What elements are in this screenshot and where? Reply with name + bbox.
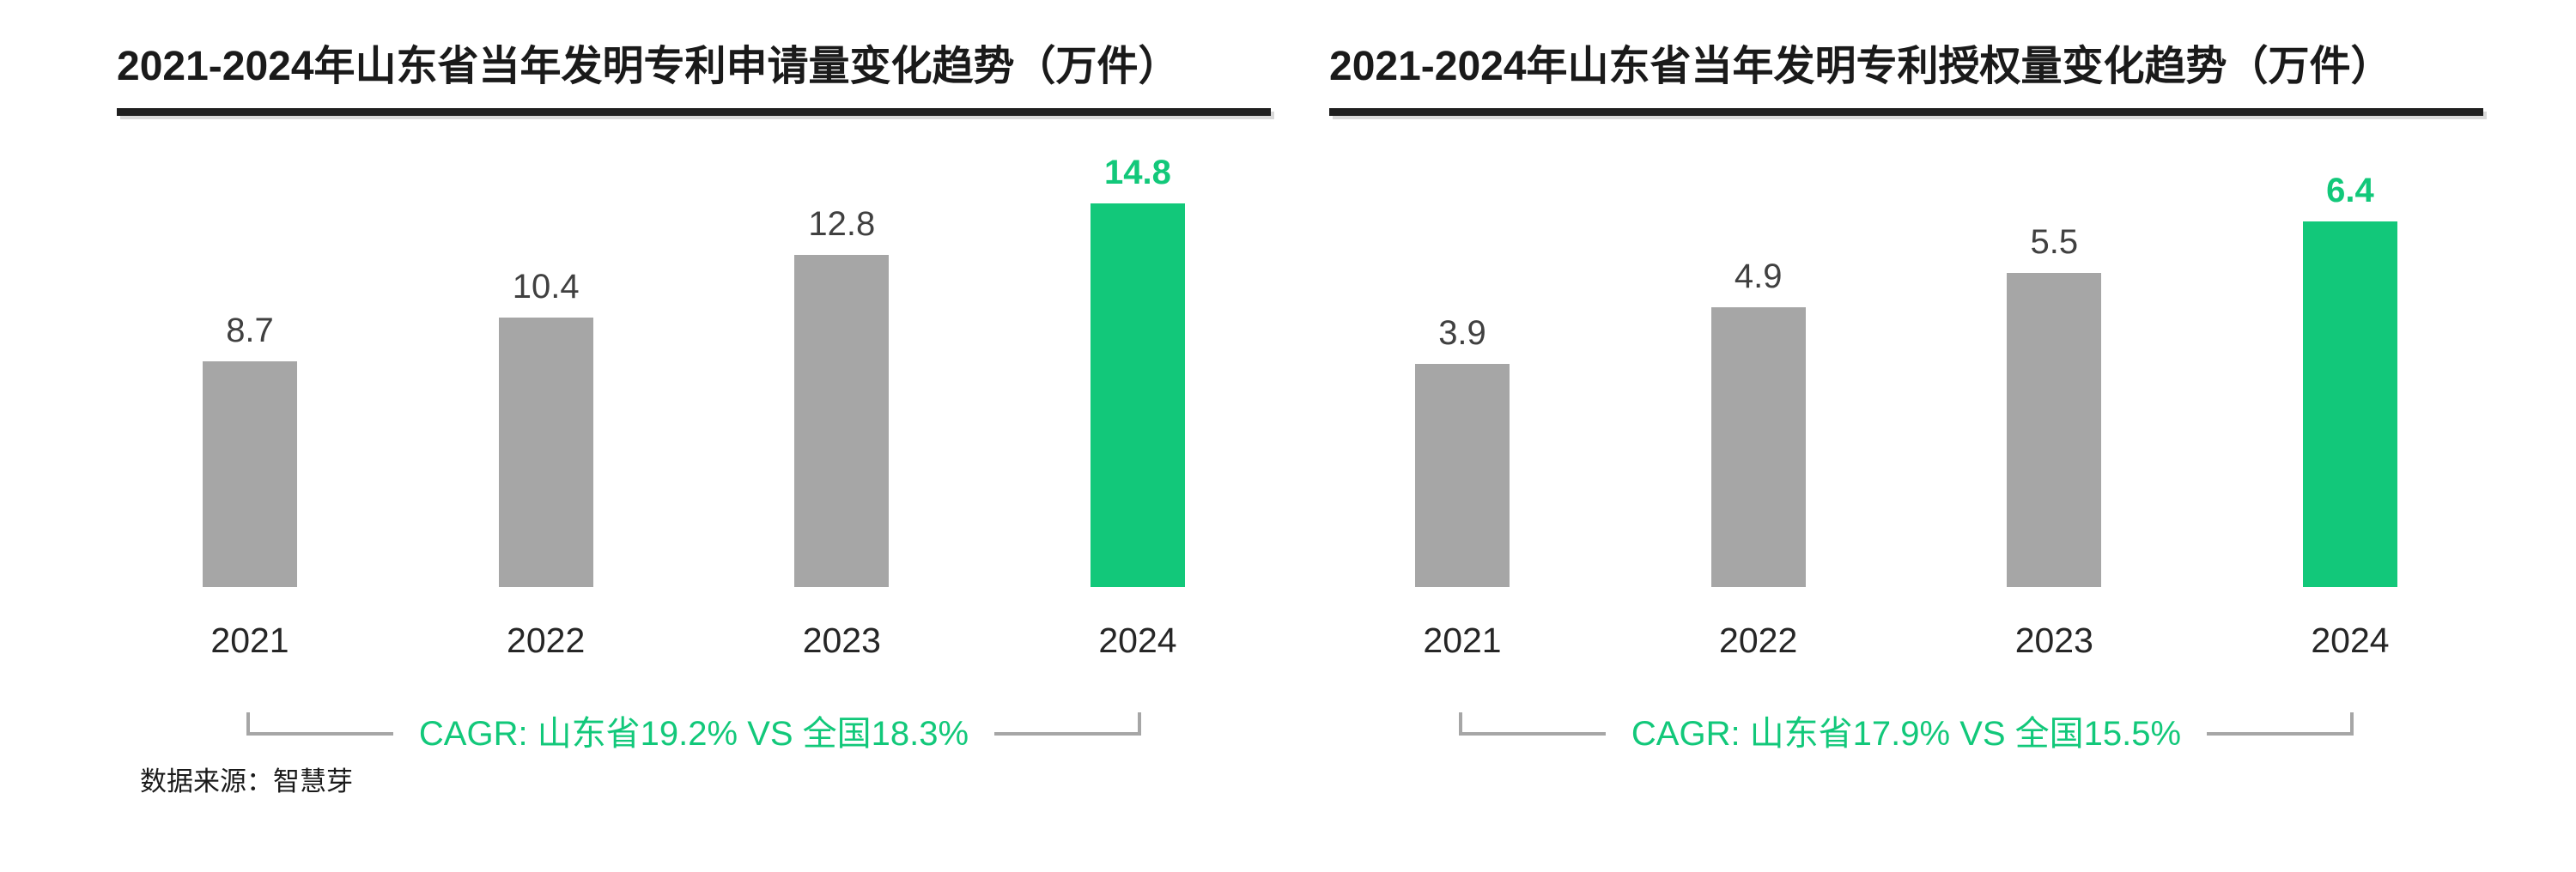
bar-2024 <box>1090 203 1185 587</box>
x-axis: 2021 2022 2023 2024 <box>1329 620 2483 661</box>
bar-plot: 8.7 10.4 12.8 14.8 <box>117 116 1271 587</box>
bar-2021 <box>203 361 297 587</box>
bar-column: 12.8 <box>794 205 890 587</box>
chart-title: 2021-2024年山东省当年发明专利授权量变化趋势（万件） <box>1329 44 2392 89</box>
chart-patent-grants: 2021-2024年山东省当年发明专利授权量变化趋势（万件） 3.9 4.9 5.5… <box>1329 41 2483 759</box>
bar-column: 8.7 <box>203 312 297 587</box>
bar-column: 5.5 <box>2007 223 2102 587</box>
source-note: 数据来源：智慧芽 <box>140 766 353 796</box>
title-underline <box>1329 108 2483 116</box>
bracket-right-tick <box>2350 712 2354 736</box>
bar-2022 <box>1710 307 1806 587</box>
x-axis-label: 2024 <box>2311 621 2390 660</box>
bar-value-label: 10.4 <box>512 268 580 306</box>
bar-value-label: 4.9 <box>1734 257 1783 295</box>
bracket-left-line <box>1462 732 1606 736</box>
bracket-right-tick <box>1138 712 1141 736</box>
bar-value-label: 8.7 <box>226 312 274 349</box>
x-axis-label: 2021 <box>210 621 289 660</box>
bar-column: 10.4 <box>498 268 593 587</box>
bar-2021 <box>1415 364 1510 587</box>
x-axis-label: 2022 <box>507 621 586 660</box>
cagr-annotation: CAGR: 山东省19.2% VS 全国18.3% <box>246 712 1141 759</box>
bar-column: 4.9 <box>1710 257 1806 587</box>
cagr-label: CAGR: 山东省19.2% VS 全国18.3% <box>418 715 969 753</box>
bar-2023 <box>794 255 890 587</box>
x-axis-label: 2023 <box>2014 621 2093 660</box>
bracket-right-line <box>994 732 1138 736</box>
bar-column: 6.4 <box>2302 172 2397 587</box>
bar-plot: 3.9 4.9 5.5 6.4 <box>1329 116 2483 587</box>
bar-column: 3.9 <box>1415 314 1510 587</box>
title-underline <box>117 108 1271 116</box>
x-axis-label: 2022 <box>1719 621 1798 660</box>
x-axis: 2021 2022 2023 2024 <box>117 620 1271 661</box>
bracket-left-tick <box>1459 712 1462 736</box>
chart-title: 2021-2024年山东省当年发明专利申请量变化趋势（万件） <box>117 44 1180 89</box>
bar-value-label: 12.8 <box>808 205 876 243</box>
charts-container: 2021-2024年山东省当年发明专利申请量变化趋势（万件） 8.7 10.4 12… <box>117 41 2483 759</box>
bar-2023 <box>2007 273 2102 587</box>
bar-2024 <box>2302 221 2397 587</box>
bracket-right-line <box>2207 732 2350 736</box>
bar-value-label: 5.5 <box>2030 223 2079 261</box>
bar-value-label: 3.9 <box>1438 314 1486 352</box>
bracket-left-tick <box>246 712 250 736</box>
chart-patent-applications: 2021-2024年山东省当年发明专利申请量变化趋势（万件） 8.7 10.4 12… <box>117 41 1271 759</box>
bar-value-label: 6.4 <box>2326 172 2374 209</box>
x-axis-label: 2021 <box>1423 621 1502 660</box>
bar-column: 14.8 <box>1090 154 1185 587</box>
x-axis-label: 2024 <box>1098 621 1177 660</box>
x-axis-label: 2023 <box>802 621 881 660</box>
bracket-left-line <box>250 732 393 736</box>
cagr-label: CAGR: 山东省17.9% VS 全国15.5% <box>1631 715 2182 753</box>
cagr-annotation: CAGR: 山东省17.9% VS 全国15.5% <box>1459 712 2354 759</box>
bar-2022 <box>498 318 593 587</box>
bar-value-label: 14.8 <box>1104 154 1171 191</box>
